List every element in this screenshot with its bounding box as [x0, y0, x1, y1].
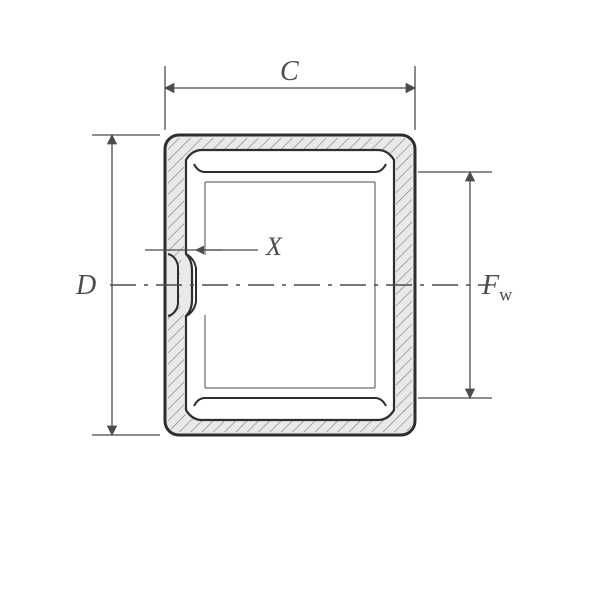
label-c: C	[280, 56, 299, 88]
label-fw: Fw	[482, 270, 512, 306]
label-d: D	[76, 270, 96, 302]
label-x: X	[266, 232, 282, 262]
